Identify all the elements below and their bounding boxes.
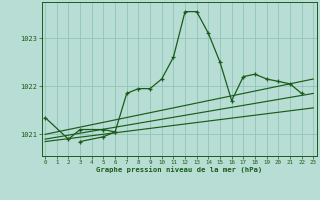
X-axis label: Graphe pression niveau de la mer (hPa): Graphe pression niveau de la mer (hPa) — [96, 167, 262, 173]
